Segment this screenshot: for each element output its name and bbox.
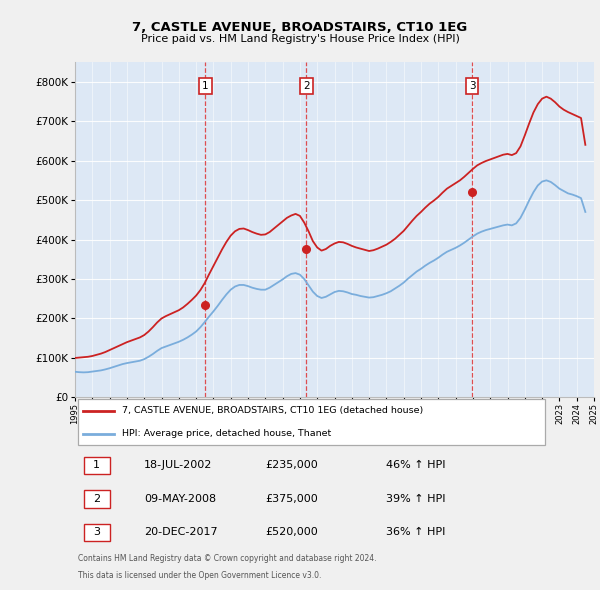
Text: £520,000: £520,000 xyxy=(265,527,318,537)
Text: 20-DEC-2017: 20-DEC-2017 xyxy=(144,527,218,537)
Text: 1: 1 xyxy=(93,460,100,470)
Text: 18-JUL-2002: 18-JUL-2002 xyxy=(144,460,212,470)
Text: 39% ↑ HPI: 39% ↑ HPI xyxy=(386,494,446,504)
FancyBboxPatch shape xyxy=(83,457,110,474)
Text: 3: 3 xyxy=(469,81,476,91)
Text: £375,000: £375,000 xyxy=(265,494,318,504)
Text: 36% ↑ HPI: 36% ↑ HPI xyxy=(386,527,446,537)
Text: Price paid vs. HM Land Registry's House Price Index (HPI): Price paid vs. HM Land Registry's House … xyxy=(140,34,460,44)
Text: 7, CASTLE AVENUE, BROADSTAIRS, CT10 1EG: 7, CASTLE AVENUE, BROADSTAIRS, CT10 1EG xyxy=(133,21,467,34)
Text: This data is licensed under the Open Government Licence v3.0.: This data is licensed under the Open Gov… xyxy=(77,571,321,579)
FancyBboxPatch shape xyxy=(77,399,545,445)
Text: £235,000: £235,000 xyxy=(265,460,318,470)
Text: Contains HM Land Registry data © Crown copyright and database right 2024.: Contains HM Land Registry data © Crown c… xyxy=(77,554,376,563)
Text: 7, CASTLE AVENUE, BROADSTAIRS, CT10 1EG (detached house): 7, CASTLE AVENUE, BROADSTAIRS, CT10 1EG … xyxy=(122,407,423,415)
Text: 2: 2 xyxy=(303,81,310,91)
FancyBboxPatch shape xyxy=(83,524,110,541)
FancyBboxPatch shape xyxy=(83,490,110,507)
Text: 3: 3 xyxy=(93,527,100,537)
Text: 46% ↑ HPI: 46% ↑ HPI xyxy=(386,460,446,470)
Text: 2: 2 xyxy=(93,494,100,504)
Text: 09-MAY-2008: 09-MAY-2008 xyxy=(144,494,217,504)
Text: HPI: Average price, detached house, Thanet: HPI: Average price, detached house, Than… xyxy=(122,429,331,438)
Text: 1: 1 xyxy=(202,81,209,91)
